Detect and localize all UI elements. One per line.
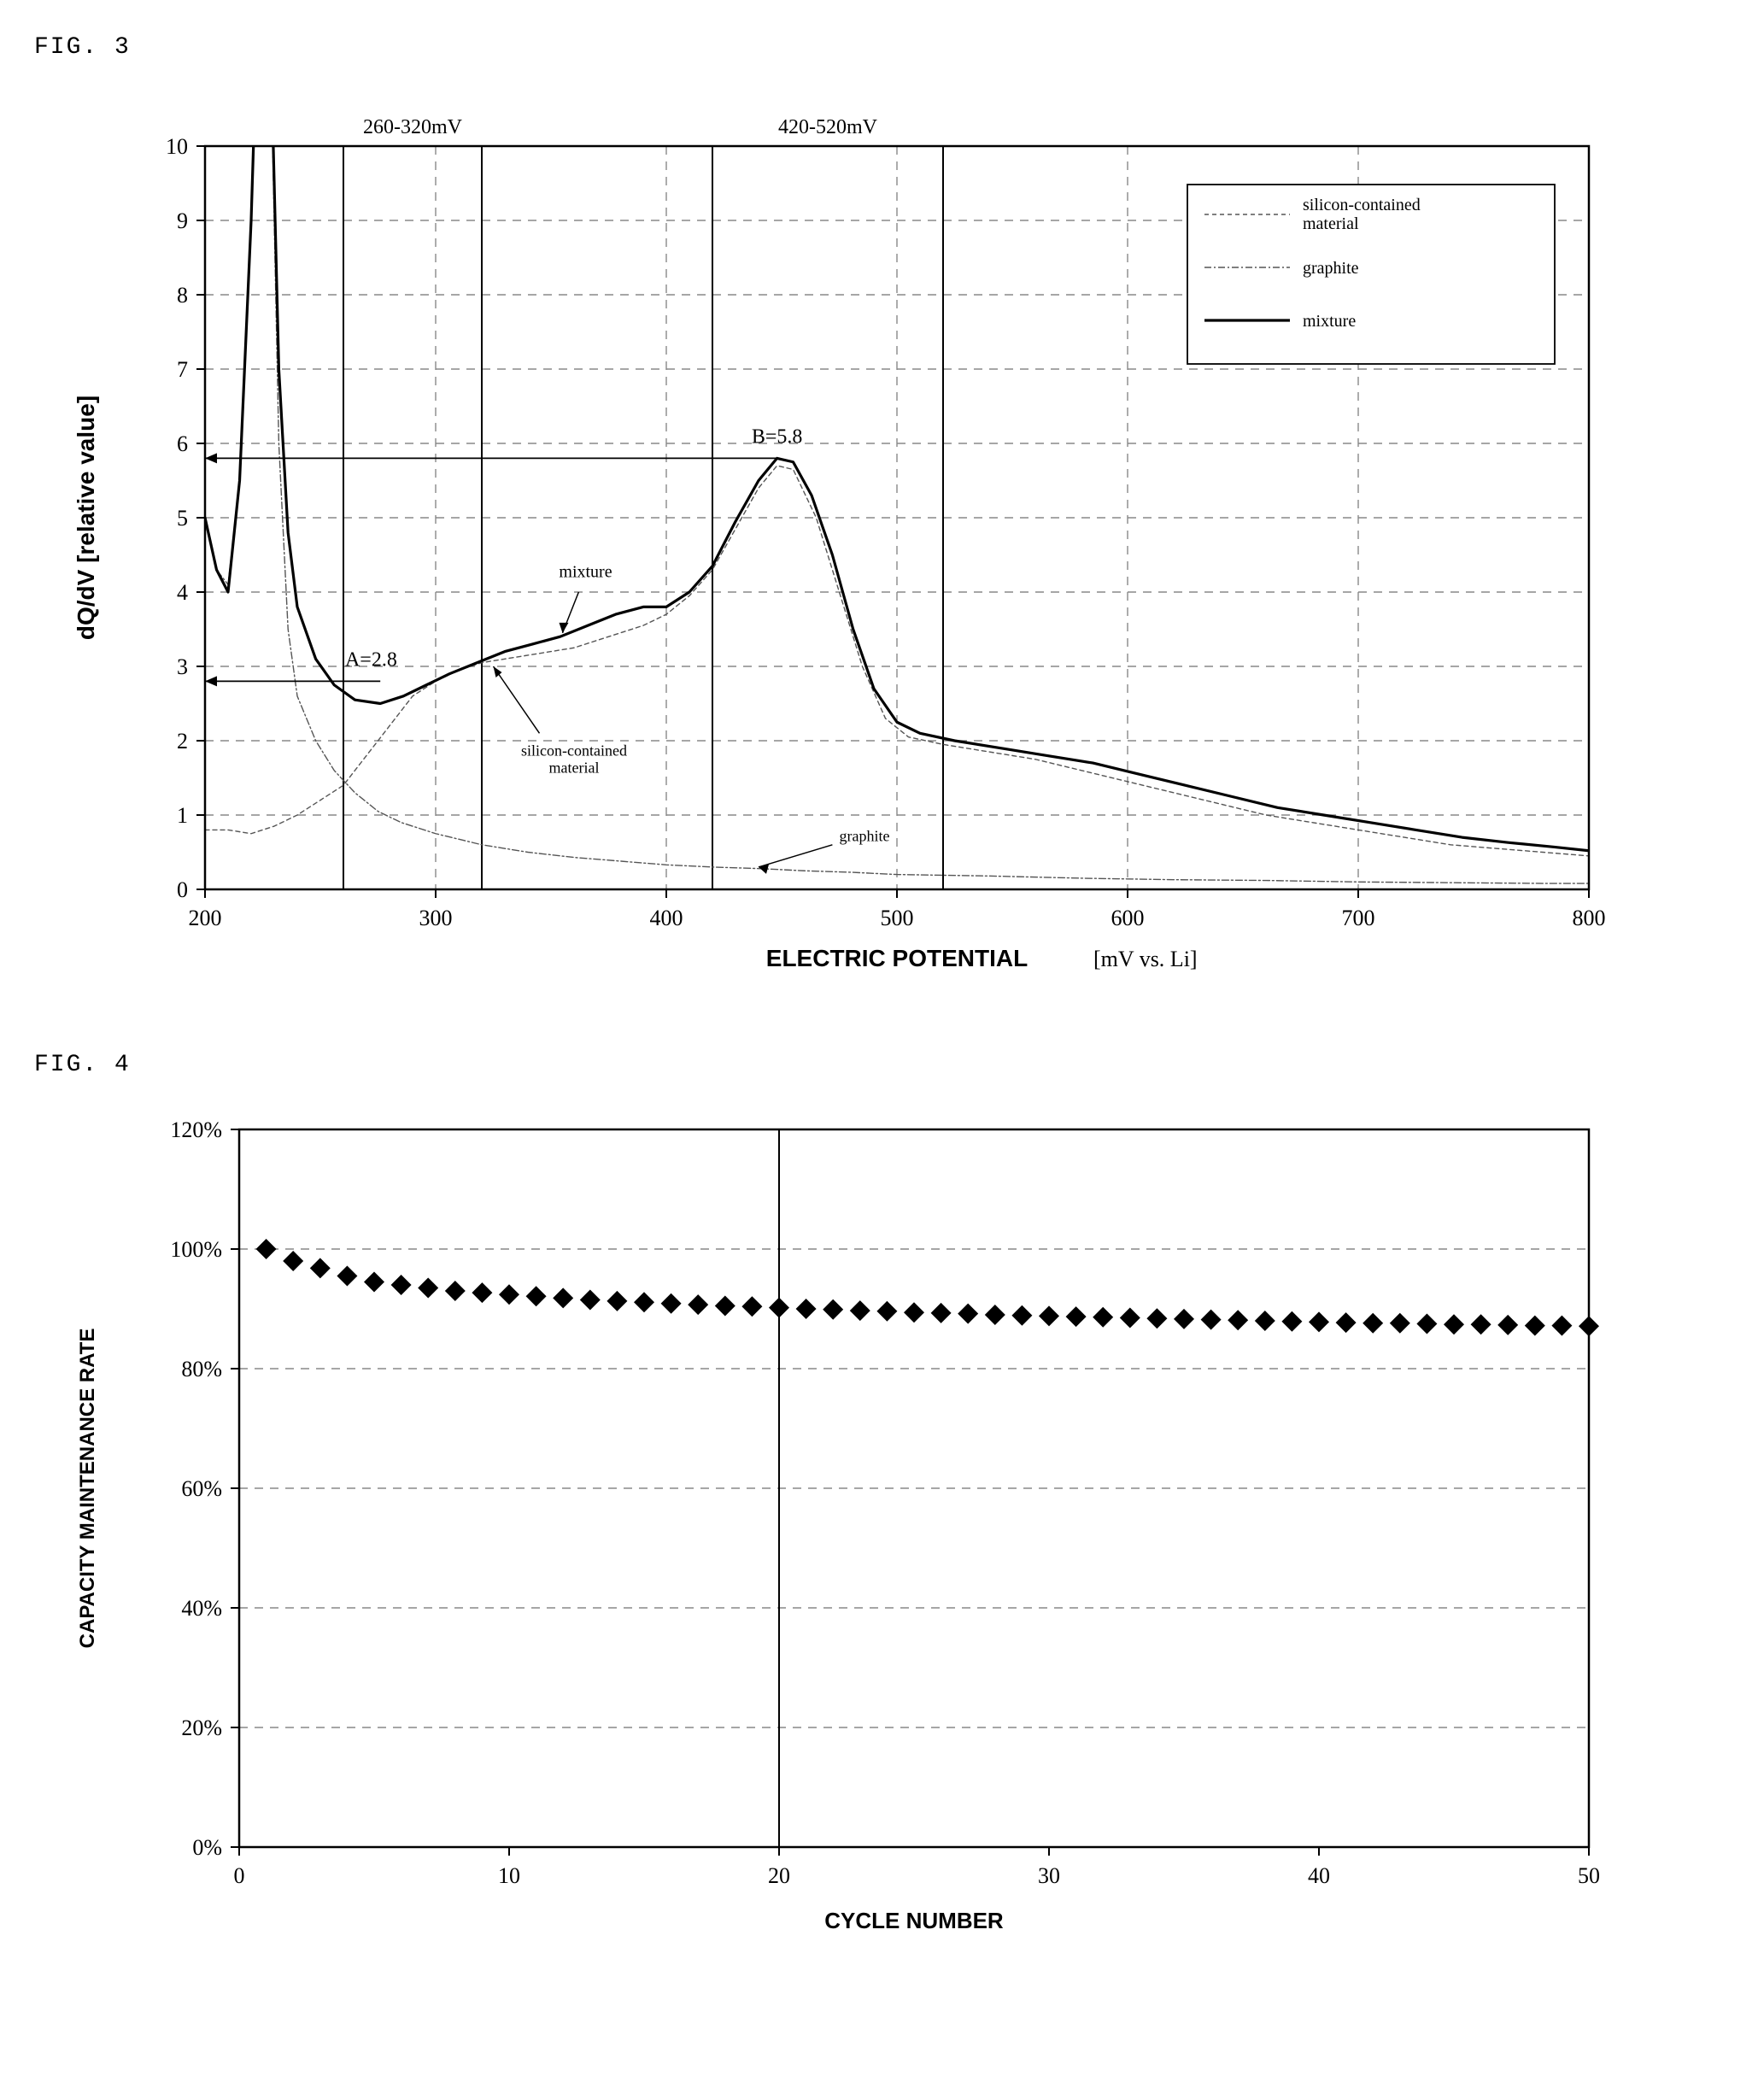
svg-text:CAPACITY MAINTENANCE RATE: CAPACITY MAINTENANCE RATE: [76, 1328, 99, 1649]
svg-text:3: 3: [177, 654, 188, 679]
svg-text:120%: 120%: [170, 1117, 222, 1142]
figure-3-label: FIG. 3: [34, 34, 1730, 61]
svg-text:A=2.8: A=2.8: [345, 648, 397, 671]
svg-text:10: 10: [498, 1863, 520, 1888]
svg-text:1: 1: [177, 803, 188, 828]
svg-text:60%: 60%: [181, 1476, 222, 1501]
svg-text:420-520mV: 420-520mV: [778, 116, 878, 138]
svg-text:800: 800: [1573, 906, 1606, 930]
svg-text:30: 30: [1038, 1863, 1060, 1888]
svg-text:100%: 100%: [170, 1237, 222, 1262]
svg-text:700: 700: [1342, 906, 1375, 930]
svg-text:300: 300: [419, 906, 453, 930]
svg-text:500: 500: [881, 906, 914, 930]
svg-text:4: 4: [177, 580, 188, 605]
svg-text:6: 6: [177, 431, 188, 456]
svg-text:ELECTRIC POTENTIAL: ELECTRIC POTENTIAL: [766, 945, 1028, 971]
svg-text:[mV vs. Li]: [mV vs. Li]: [1093, 947, 1198, 971]
svg-text:400: 400: [650, 906, 683, 930]
figure-4-chart: 0 10 20 30 40 50 0% 20% 40% 60% 80% 100% 120% CYCLE N…: [34, 1087, 1730, 1984]
svg-text:9: 9: [177, 208, 188, 233]
svg-text:5: 5: [177, 506, 188, 531]
svg-text:dQ/dV [relative value]: dQ/dV [relative value]: [73, 396, 99, 640]
figure-4: FIG. 4 0 10 20 30 40 50 0% 20% 40% 60% 80% 100% 120%…: [34, 1052, 1730, 1984]
svg-text:mixture: mixture: [1303, 312, 1356, 331]
svg-text:B=5.8: B=5.8: [752, 425, 803, 448]
figure-3: FIG. 3 260-320mV 420-520mV 200 300 400 500 600…: [34, 34, 1730, 1009]
svg-text:10: 10: [166, 134, 188, 159]
svg-text:20: 20: [768, 1863, 790, 1888]
svg-text:CYCLE NUMBER: CYCLE NUMBER: [824, 1908, 1004, 1933]
svg-text:graphite: graphite: [840, 827, 890, 844]
svg-text:200: 200: [189, 906, 222, 930]
svg-text:50: 50: [1578, 1863, 1600, 1888]
svg-text:0: 0: [234, 1863, 245, 1888]
svg-text:7: 7: [177, 357, 188, 382]
svg-text:2: 2: [177, 729, 188, 754]
svg-text:40: 40: [1308, 1863, 1330, 1888]
figure-3-chart: 260-320mV 420-520mV 200 300 400 500 600 700 800 0…: [34, 69, 1730, 1009]
svg-text:80%: 80%: [181, 1357, 222, 1381]
svg-text:260-320mV: 260-320mV: [363, 116, 463, 138]
figure-4-label: FIG. 4: [34, 1052, 1730, 1078]
svg-text:mixture: mixture: [559, 563, 612, 582]
svg-text:8: 8: [177, 283, 188, 308]
svg-text:600: 600: [1111, 906, 1145, 930]
svg-text:0: 0: [177, 877, 188, 902]
svg-text:20%: 20%: [181, 1716, 222, 1740]
svg-text:40%: 40%: [181, 1596, 222, 1621]
svg-text:graphite: graphite: [1303, 259, 1359, 278]
svg-text:0%: 0%: [192, 1835, 222, 1860]
